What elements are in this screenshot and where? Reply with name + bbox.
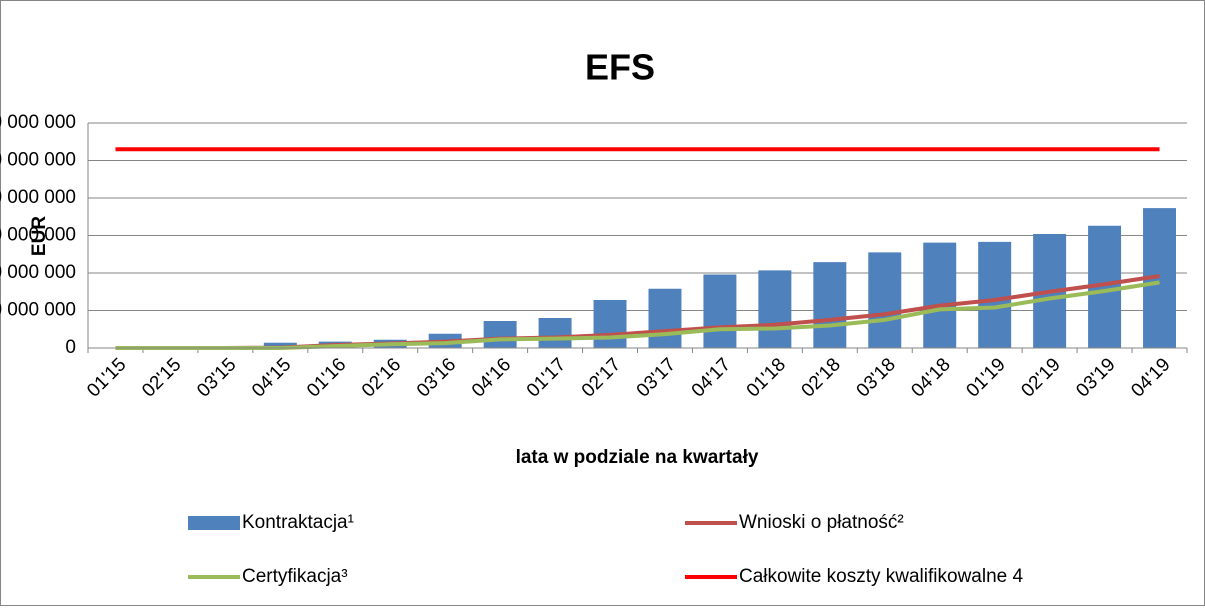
bar — [868, 252, 901, 348]
legend-label: Całkowite koszty kwalifikowalne 4 — [739, 566, 1023, 587]
chart-title: EFS — [585, 47, 655, 88]
y-tick-label: 500 000 000 — [0, 150, 76, 171]
bar — [703, 275, 736, 349]
bar — [813, 262, 846, 348]
legend-label: Kontraktacja¹ — [242, 512, 354, 533]
y-tick-label: 200 000 000 — [0, 262, 76, 283]
y-tick-label: 400 000 000 — [0, 187, 76, 208]
legend-swatch — [188, 516, 240, 530]
x-axis-label: lata w podziale na kwartały — [516, 447, 759, 468]
y-tick-label: 300 000 000 — [0, 225, 76, 246]
bar — [484, 321, 517, 348]
bar — [758, 270, 791, 348]
y-tick-label: 100 000 000 — [0, 300, 76, 321]
bar — [648, 289, 681, 348]
legend-label: Wnioski o płatność² — [739, 512, 904, 533]
bar — [539, 318, 572, 348]
bar — [923, 243, 956, 348]
y-tick-label: 0 — [65, 337, 76, 358]
bar — [594, 300, 627, 348]
bar — [978, 242, 1011, 348]
legend-label: Certyfikacja³ — [242, 566, 348, 587]
y-tick-label: 600 000 000 — [0, 112, 76, 133]
